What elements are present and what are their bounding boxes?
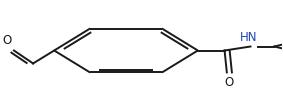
Text: HN: HN: [240, 31, 258, 44]
Text: O: O: [224, 76, 234, 89]
Text: O: O: [2, 34, 12, 47]
